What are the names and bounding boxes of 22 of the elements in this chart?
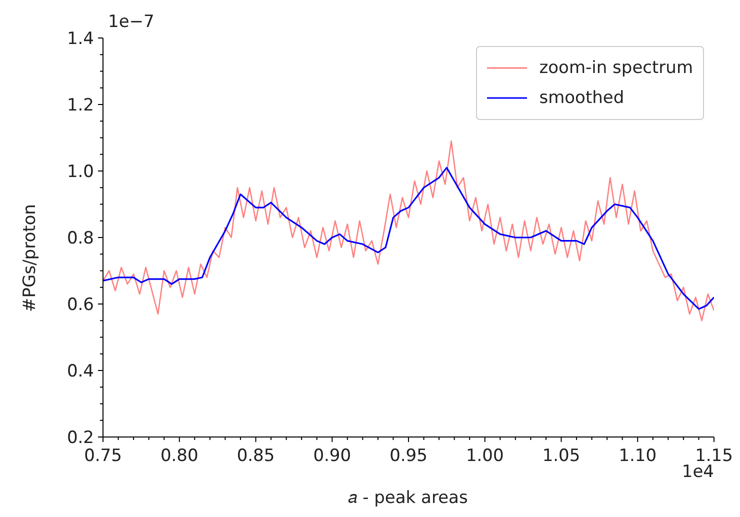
y-tick-label: 1.0 [66, 162, 94, 182]
x-tick-label: 0.90 [313, 446, 352, 466]
text: 1e−7 [108, 12, 154, 32]
y-tick-label: 0.4 [66, 362, 94, 382]
line-series [103, 166, 714, 310]
x-tick-label: 1.00 [466, 446, 504, 466]
y-tick-label: 0.6 [66, 295, 94, 315]
x-tick-label: 0.75 [84, 446, 122, 466]
x-axis-title: 𝑎 - peak areas [348, 488, 468, 508]
y-tick-label: 0.2 [66, 428, 94, 448]
x-tick-label: 0.85 [236, 446, 275, 466]
y-axis-title: #PGs/proton [20, 204, 40, 312]
y-tick-label: 1.2 [66, 96, 94, 116]
y-tick-label: 0.8 [66, 228, 94, 248]
legend-label: smoothed [539, 88, 624, 108]
x-tick-label: 1.05 [542, 446, 580, 466]
legend-label: zoom-in spectrum [539, 58, 693, 78]
y-tick-label: 1.4 [66, 29, 94, 49]
x-tick-label: 1.10 [618, 446, 657, 466]
x-tick-label: 0.95 [390, 446, 428, 466]
x-tick-label: 0.80 [160, 446, 198, 466]
line-series [103, 140, 714, 322]
